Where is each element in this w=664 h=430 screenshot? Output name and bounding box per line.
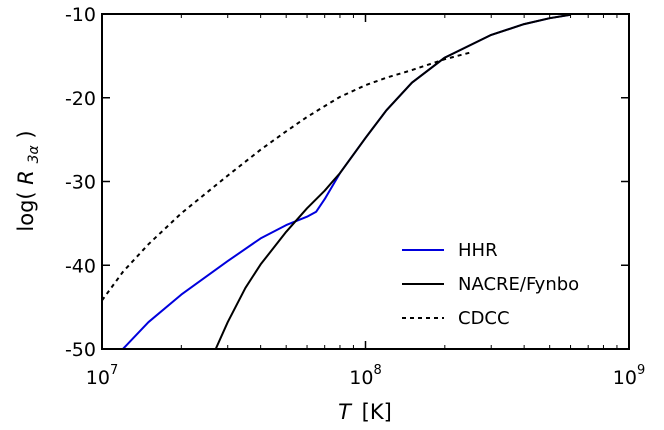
x-tick-label: 109 xyxy=(613,363,645,389)
legend-item-cdcc: CDCC xyxy=(402,308,510,329)
y-axis-prefix: log( xyxy=(14,191,38,231)
y-tick-label: -50 xyxy=(65,339,96,361)
x-axis-unit: [K] xyxy=(362,400,392,424)
y-tick-label: -10 xyxy=(65,4,96,26)
legend: HHR NACRE/Fynbo CDCC xyxy=(402,240,579,329)
y-axis-symbol: R xyxy=(14,170,38,185)
series-line-hhr xyxy=(122,14,571,349)
y-axis-label: log( R 3α ) xyxy=(14,130,43,231)
legend-label-hhr: HHR xyxy=(458,240,498,261)
legend-label-cdcc: CDCC xyxy=(458,308,510,329)
series-line-cdcc xyxy=(102,51,471,301)
legend-item-nacre-fynbo: NACRE/Fynbo xyxy=(402,274,579,295)
plot-marks xyxy=(102,14,571,349)
x-tick-label: 108 xyxy=(349,363,381,389)
legend-label-nacre-fynbo: NACRE/Fynbo xyxy=(458,274,579,295)
y-tick-label: -40 xyxy=(65,255,96,277)
x-axis-label: T [K] xyxy=(338,400,392,424)
y-axis-suffix: ) xyxy=(14,130,38,138)
x-axis-symbol: T xyxy=(338,400,353,424)
y-axis-subscript: 3α xyxy=(26,145,42,164)
series-line-nacre-fynbo xyxy=(214,14,571,349)
plot-frame xyxy=(101,13,630,350)
x-tick-label: 107 xyxy=(86,363,118,389)
y-tick-label: -30 xyxy=(65,172,96,194)
y-tick-label: -20 xyxy=(65,88,96,110)
legend-item-hhr: HHR xyxy=(402,240,498,261)
